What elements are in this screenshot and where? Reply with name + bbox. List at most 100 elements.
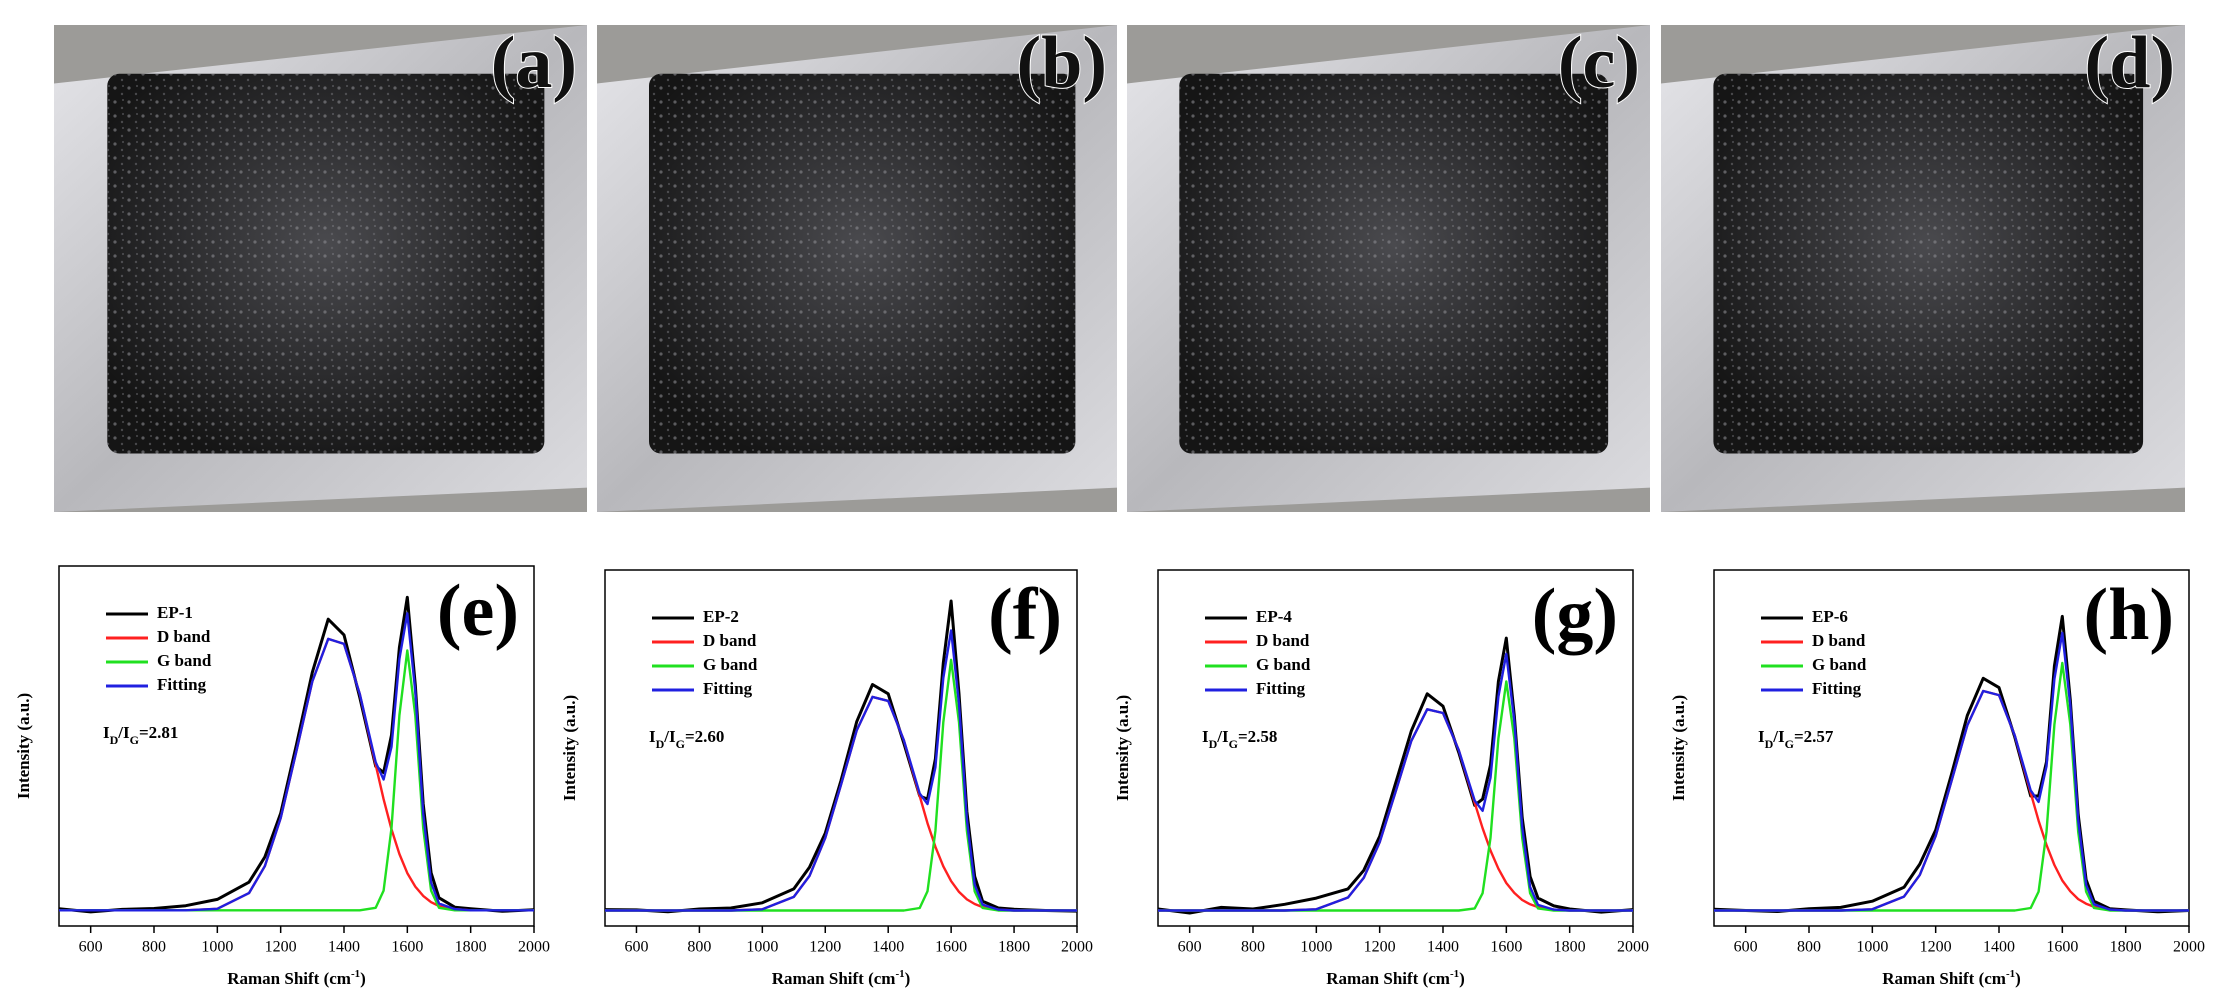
panel-label: (f)	[988, 574, 1062, 656]
ratio-part: G	[1229, 737, 1238, 751]
x-tick-label: 1000	[201, 939, 233, 956]
x-tick-label: 1000	[1300, 939, 1332, 956]
series-line	[1714, 689, 2189, 912]
x-label-part: )	[360, 969, 366, 988]
photo: (d)	[1661, 21, 2185, 512]
x-tick-label: 1600	[391, 939, 423, 956]
y-axis-label: Intensity (a.u.)	[560, 695, 579, 801]
x-tick-label: 1400	[1983, 939, 2015, 956]
x-tick-label: 2000	[2173, 939, 2205, 956]
x-tick-label: 1200	[1920, 939, 1952, 956]
legend-label: Fitting	[1812, 679, 1862, 698]
plot-frame	[58, 565, 535, 927]
series-line	[59, 637, 534, 912]
panel-label: (g)	[1532, 574, 1618, 656]
plot-frame	[1713, 569, 2190, 927]
char-texture	[1179, 73, 1609, 454]
legend-label: D band	[1812, 631, 1866, 650]
char-texture	[107, 73, 545, 454]
x-tick-label: 800	[142, 939, 166, 956]
series-line	[1713, 614, 2190, 914]
ratio-part: G	[676, 737, 685, 751]
series-line	[1157, 636, 1634, 915]
ratio-part: /I	[1216, 727, 1229, 746]
ratio-part: =2.60	[685, 727, 724, 746]
x-tick-label: 1800	[455, 939, 487, 956]
x-tick-label: 800	[1241, 939, 1265, 956]
x-tick-label: 1600	[2046, 939, 2078, 956]
ratio-part: G	[1785, 737, 1794, 751]
x-axis-label: Raman Shift (cm-1)	[1882, 968, 2021, 988]
x-axis-label: Raman Shift (cm-1)	[1326, 968, 1465, 988]
x-tick-label: 1600	[935, 939, 967, 956]
photo: (c)	[1127, 21, 1650, 512]
legend-label: D band	[157, 627, 211, 646]
x-tick-label: 1000	[1856, 939, 1888, 956]
x-tick-label: 1800	[2110, 939, 2142, 956]
legend-label: Fitting	[703, 679, 753, 698]
plot-frame	[1157, 569, 1634, 927]
x-label-part: )	[905, 969, 911, 988]
ratio-part: /I	[117, 723, 130, 742]
x-label-part: Raman Shift (cm	[227, 969, 351, 988]
ratio-part: I	[103, 723, 110, 742]
ratio-part: I	[1758, 727, 1765, 746]
x-tick-label: 1200	[265, 939, 297, 956]
ratio-annotation: ID/IG=2.60	[649, 727, 724, 751]
series-line	[59, 649, 534, 912]
ratio-part: G	[130, 733, 139, 747]
x-tick-label: 2000	[1061, 939, 1093, 956]
x-tick-label: 1400	[1427, 939, 1459, 956]
legend-label: EP-1	[157, 603, 193, 622]
ratio-part: /I	[1772, 727, 1785, 746]
panel-label: (a)	[491, 22, 577, 104]
x-tick-label: 600	[624, 939, 648, 956]
legend-label: Fitting	[1256, 679, 1306, 698]
x-tick-label: 800	[1797, 939, 1821, 956]
panel-label: (c)	[1558, 22, 1640, 104]
x-tick-label: 1200	[809, 939, 841, 956]
ratio-annotation: ID/IG=2.81	[103, 723, 178, 747]
panel-label: (h)	[2084, 574, 2174, 656]
x-label-part: )	[1459, 969, 1465, 988]
series-line	[1158, 652, 1633, 912]
legend-label: G band	[1812, 655, 1867, 674]
legend-label: Fitting	[157, 675, 207, 694]
legend-label: EP-6	[1812, 607, 1848, 626]
x-axis-label: Raman Shift (cm-1)	[227, 968, 366, 988]
x-tick-label: 600	[1734, 939, 1758, 956]
x-label-part: -1	[2006, 968, 2015, 980]
x-label-part: -1	[351, 968, 360, 980]
x-label-part: Raman Shift (cm	[772, 969, 896, 988]
x-tick-label: 1200	[1364, 939, 1396, 956]
ratio-part: D	[1209, 737, 1218, 751]
x-label-part: Raman Shift (cm	[1326, 969, 1450, 988]
char-texture	[649, 73, 1076, 454]
legend-label: D band	[703, 631, 757, 650]
x-label-part: -1	[1450, 968, 1459, 980]
plot-frame	[604, 569, 1078, 927]
ratio-part: I	[649, 727, 656, 746]
x-tick-label: 2000	[518, 939, 550, 956]
ratio-annotation: ID/IG=2.58	[1202, 727, 1277, 751]
ratio-part: D	[1765, 737, 1774, 751]
ratio-part: =2.81	[139, 723, 178, 742]
series-line	[605, 695, 1077, 912]
x-tick-label: 1800	[998, 939, 1030, 956]
x-tick-label: 1000	[746, 939, 778, 956]
y-axis-label: Intensity (a.u.)	[1669, 695, 1688, 801]
legend-label: G band	[1256, 655, 1311, 674]
legend-label: EP-2	[703, 607, 739, 626]
x-tick-label: 1400	[328, 939, 360, 956]
ratio-part: D	[656, 737, 665, 751]
x-tick-label: 800	[687, 939, 711, 956]
series-line	[1714, 661, 2189, 912]
x-axis-label: Raman Shift (cm-1)	[772, 968, 911, 988]
ratio-part: =2.57	[1794, 727, 1834, 746]
legend-label: D band	[1256, 631, 1310, 650]
x-tick-label: 600	[1178, 939, 1202, 956]
x-tick-label: 1400	[872, 939, 904, 956]
series-line	[59, 612, 534, 912]
series-line	[1714, 631, 2189, 912]
